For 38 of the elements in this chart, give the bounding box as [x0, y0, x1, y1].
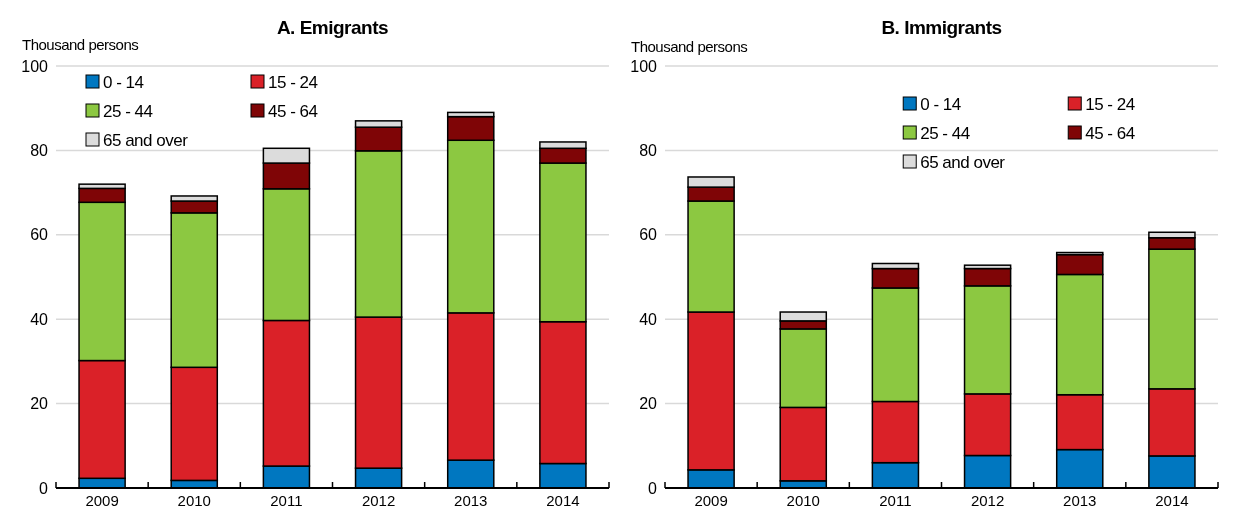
- legend-label: 15 - 24: [1085, 94, 1135, 114]
- y-tick-label: 60: [639, 226, 658, 244]
- y-tick-label: 20: [639, 395, 658, 413]
- y-tick-label: 100: [630, 57, 658, 75]
- x-tick-label: 2009: [694, 492, 728, 509]
- chart-title: A. Emigrants: [276, 17, 389, 38]
- y-tick-label: 60: [30, 226, 49, 244]
- legend-label: 65 and over: [103, 130, 189, 150]
- y-tick-label: 40: [639, 310, 658, 328]
- y-axis-title: Thousand persons: [631, 38, 748, 55]
- y-tick-label: 0: [39, 479, 49, 497]
- y-tick-label: 80: [30, 142, 49, 159]
- legend-label: 25 - 44: [920, 123, 970, 143]
- x-tick-label: 2014: [546, 492, 580, 509]
- y-tick-label: 0: [648, 479, 658, 497]
- x-tick-label: 2012: [361, 492, 396, 509]
- y-axis-title: Thousand persons: [22, 36, 139, 53]
- legend-label: 0 - 14: [103, 72, 144, 92]
- x-tick-label: 2013: [1063, 492, 1097, 509]
- x-tick-label: 2012: [970, 492, 1005, 509]
- y-tick-label: 100: [21, 57, 49, 75]
- y-tick-label: 20: [30, 395, 49, 413]
- legend-label: 25 - 44: [103, 101, 153, 121]
- legend-label: 0 - 14: [920, 94, 961, 114]
- legend-label: 45 - 64: [268, 101, 318, 121]
- x-tick-label: 2011: [270, 492, 303, 509]
- legend-label: 15 - 24: [268, 72, 318, 92]
- x-tick-label: 2013: [454, 492, 488, 509]
- legend-label: 65 and over: [920, 152, 1006, 172]
- x-tick-label: 2010: [786, 492, 820, 509]
- y-tick-label: 40: [30, 310, 49, 328]
- x-tick-label: 2014: [1155, 492, 1189, 509]
- x-tick-label: 2009: [85, 492, 119, 509]
- chart-title: B. Immigrants: [881, 17, 1002, 38]
- x-tick-label: 2011: [879, 492, 912, 509]
- legend-label: 45 - 64: [1085, 123, 1135, 143]
- x-tick-label: 2010: [177, 492, 211, 509]
- y-tick-label: 80: [639, 142, 658, 159]
